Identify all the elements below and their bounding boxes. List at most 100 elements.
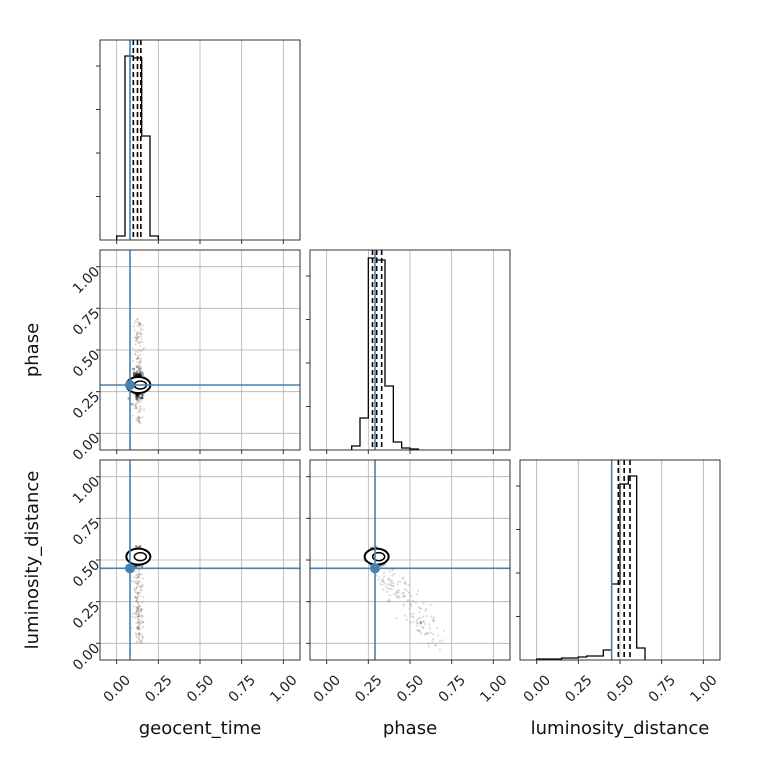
sample-point (135, 373, 138, 376)
sample-point (405, 589, 409, 592)
sample-point (137, 614, 140, 618)
sample-point (428, 623, 431, 626)
sample-point (138, 628, 142, 631)
sample-point (140, 585, 143, 588)
sample-point (416, 624, 419, 627)
sample-point (388, 587, 391, 590)
sample-point (412, 612, 415, 615)
x-tick-label: 0.00 (311, 672, 344, 705)
x-tick-label: 0.25 (562, 672, 595, 705)
sample-point (140, 394, 144, 397)
sample-point (138, 580, 142, 583)
sample-point (142, 595, 145, 599)
sample-point (140, 614, 143, 617)
sample-point (137, 626, 140, 629)
sample-point (137, 394, 140, 398)
sample-point (140, 588, 143, 591)
sample-point (136, 607, 139, 610)
sample-point (141, 416, 144, 419)
sample-point (132, 371, 136, 374)
sample-point (138, 396, 142, 400)
sample-point (407, 584, 410, 587)
sample-point (141, 614, 144, 617)
sample-point (402, 602, 405, 606)
sample-point (137, 368, 141, 371)
sample-point (412, 616, 415, 619)
sample-point (135, 373, 139, 376)
sample-point (136, 583, 139, 586)
sample-point (135, 596, 138, 599)
sample-point (140, 357, 143, 360)
sample-point (414, 602, 417, 605)
sample-point (136, 395, 139, 398)
sample-point (135, 574, 138, 577)
sample-point (131, 612, 135, 615)
sample-point (137, 342, 140, 345)
sample-point (135, 405, 138, 408)
sample-point (419, 621, 422, 624)
sample-point (135, 611, 138, 614)
sample-cloud (125, 544, 152, 645)
sample-point (138, 323, 142, 326)
sample-point (138, 638, 141, 641)
sample-point (405, 618, 408, 621)
sample-point (138, 627, 141, 630)
sample-point (140, 399, 143, 402)
sample-point (138, 591, 141, 594)
sample-point (135, 372, 138, 376)
injection-marker (370, 563, 380, 574)
sample-point (135, 397, 139, 400)
sample-point (402, 577, 405, 581)
sample-point (134, 343, 137, 346)
sample-point (142, 620, 145, 624)
sample-point (138, 341, 141, 344)
sample-point (141, 577, 144, 580)
sample-point (139, 350, 143, 353)
sample-point (396, 583, 399, 586)
sample-point (408, 599, 411, 602)
y-tick-label: 0.00 (70, 431, 103, 464)
sample-point (138, 632, 141, 635)
sample-point (137, 605, 141, 609)
sample-point (417, 630, 420, 633)
sample-point (139, 332, 142, 335)
sample-point (412, 621, 415, 624)
sample-point (137, 373, 141, 377)
sample-point (136, 402, 139, 405)
sample-point (138, 373, 141, 377)
sample-point (138, 569, 141, 572)
sample-point (138, 344, 142, 348)
sample-point (140, 608, 143, 611)
sample-point (139, 640, 142, 643)
sample-point (397, 580, 400, 583)
sample-point (132, 605, 135, 608)
sample-point (380, 579, 383, 582)
sample-point (131, 367, 134, 371)
sample-point (138, 322, 141, 325)
sample-point (138, 341, 141, 344)
sample-point (135, 370, 139, 373)
sample-point (138, 407, 141, 410)
sample-point (135, 641, 138, 644)
sample-point (140, 397, 143, 400)
sample-point (137, 613, 140, 616)
sample-point (136, 596, 139, 599)
sample-point (135, 613, 138, 616)
sample-point (134, 596, 137, 599)
sample-point (132, 587, 136, 590)
sample-point (134, 591, 137, 594)
sample-point (140, 407, 143, 410)
sample-point (136, 594, 140, 597)
sample-point (135, 606, 139, 609)
sample-point (389, 583, 392, 586)
x-tick-label: 1.00 (267, 672, 300, 705)
sample-point (136, 606, 139, 609)
x-tick-label: 0.00 (101, 672, 134, 705)
sample-point (138, 364, 141, 367)
sample-point (136, 335, 140, 339)
sample-point (134, 397, 137, 400)
sample-point (382, 571, 386, 574)
sample-point (422, 620, 425, 623)
sample-point (427, 645, 430, 648)
sample-point (136, 581, 139, 584)
